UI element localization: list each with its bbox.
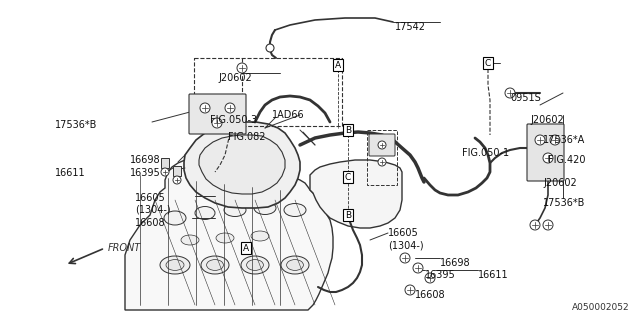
Circle shape: [378, 158, 386, 166]
Text: 16611: 16611: [478, 270, 509, 280]
Text: 0951S: 0951S: [510, 93, 541, 103]
Text: B: B: [345, 125, 351, 134]
Bar: [194, 58, 342, 126]
Circle shape: [266, 44, 274, 52]
Ellipse shape: [164, 211, 186, 225]
Ellipse shape: [166, 260, 184, 270]
Text: 16395: 16395: [425, 270, 456, 280]
Text: 16611: 16611: [55, 168, 86, 178]
Text: B: B: [345, 211, 351, 220]
Ellipse shape: [195, 206, 215, 220]
Text: 17536*B: 17536*B: [55, 120, 97, 130]
Ellipse shape: [284, 204, 306, 217]
Text: 16698: 16698: [130, 155, 161, 165]
Ellipse shape: [254, 202, 276, 214]
Ellipse shape: [160, 256, 190, 274]
Text: 17536*B: 17536*B: [543, 198, 586, 208]
Bar: [173, 166, 181, 176]
Polygon shape: [184, 122, 300, 208]
Bar: [367, 130, 397, 185]
Text: A: A: [335, 60, 341, 69]
Circle shape: [543, 220, 553, 230]
FancyBboxPatch shape: [369, 134, 395, 156]
Ellipse shape: [281, 256, 309, 274]
Circle shape: [237, 63, 247, 73]
Text: J20602: J20602: [543, 178, 577, 188]
Text: C: C: [485, 59, 491, 68]
Ellipse shape: [287, 260, 303, 270]
FancyBboxPatch shape: [189, 94, 246, 134]
Ellipse shape: [207, 260, 223, 270]
FancyBboxPatch shape: [527, 124, 564, 181]
Ellipse shape: [181, 235, 199, 245]
Text: FIG.050-1: FIG.050-1: [462, 148, 509, 158]
Circle shape: [378, 141, 386, 149]
Text: 1AD66: 1AD66: [272, 110, 305, 120]
Text: 16698: 16698: [440, 258, 470, 268]
Circle shape: [530, 220, 540, 230]
Circle shape: [173, 176, 181, 184]
Polygon shape: [310, 160, 402, 228]
Circle shape: [405, 285, 415, 295]
Text: FIG.420: FIG.420: [548, 155, 586, 165]
Circle shape: [425, 273, 435, 283]
Text: 16605: 16605: [388, 228, 419, 238]
Text: FIG.082: FIG.082: [228, 132, 266, 142]
Ellipse shape: [246, 260, 264, 270]
Text: FRONT: FRONT: [108, 243, 141, 253]
Text: A: A: [243, 244, 249, 252]
Polygon shape: [199, 135, 285, 194]
Text: 17536*A: 17536*A: [543, 135, 585, 145]
Ellipse shape: [201, 256, 229, 274]
Polygon shape: [125, 157, 333, 310]
Text: (1304-): (1304-): [388, 240, 424, 250]
Circle shape: [413, 263, 423, 273]
Bar: [161, 158, 169, 168]
Text: 17542: 17542: [395, 22, 426, 32]
Text: C: C: [345, 172, 351, 181]
Text: J20602: J20602: [218, 73, 252, 83]
Ellipse shape: [241, 256, 269, 274]
Circle shape: [161, 168, 169, 176]
Text: 16608: 16608: [415, 290, 445, 300]
Text: J20602: J20602: [530, 115, 564, 125]
Ellipse shape: [251, 231, 269, 241]
Text: 16395: 16395: [130, 168, 161, 178]
Text: FIG.050-3: FIG.050-3: [210, 115, 257, 125]
Circle shape: [200, 103, 210, 113]
Text: (1304-): (1304-): [135, 204, 171, 214]
Circle shape: [400, 253, 410, 263]
Text: 16608: 16608: [135, 218, 166, 228]
Ellipse shape: [224, 204, 246, 217]
Circle shape: [505, 88, 515, 98]
Text: A050002052: A050002052: [572, 303, 630, 312]
Circle shape: [212, 118, 222, 128]
Text: 16605: 16605: [135, 193, 166, 203]
Ellipse shape: [216, 233, 234, 243]
Circle shape: [535, 135, 545, 145]
Circle shape: [543, 153, 553, 163]
Circle shape: [225, 103, 235, 113]
Circle shape: [550, 135, 560, 145]
